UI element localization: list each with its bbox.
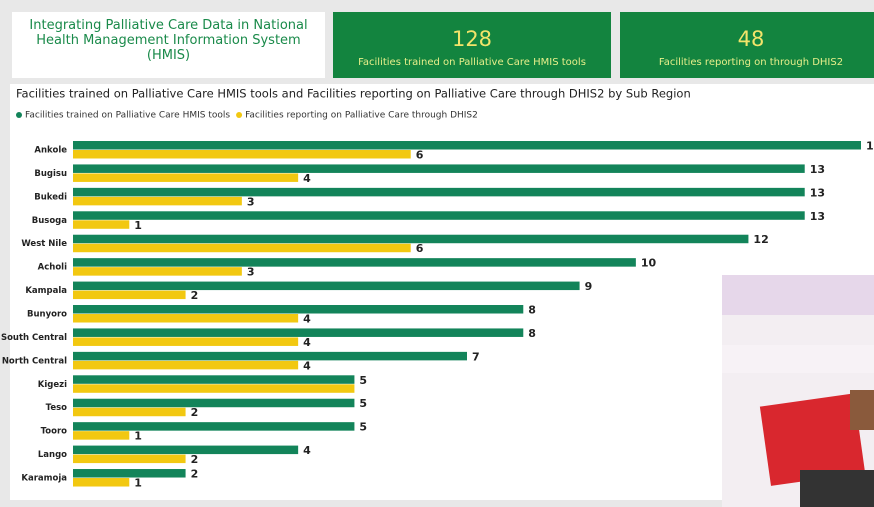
y-tick-label: Kampala	[25, 286, 67, 296]
kpi-value: 128	[451, 27, 493, 51]
data-label: 2	[191, 406, 199, 419]
y-tick-label: Karamoja	[21, 474, 67, 484]
y-tick-label: Bugisu	[34, 169, 67, 179]
bar	[73, 360, 299, 370]
kpi-card: 48 Facilities reporting on through DHIS2	[620, 12, 874, 78]
y-tick-label: Ankole	[34, 146, 67, 156]
bar	[73, 422, 355, 431]
data-label: 4	[303, 444, 311, 457]
data-label: 13	[810, 186, 825, 199]
bar	[73, 243, 411, 253]
y-tick-label: Lango	[38, 450, 67, 460]
bar	[73, 267, 242, 276]
y-tick-label: North Central	[2, 356, 67, 366]
data-label: 6	[416, 149, 424, 162]
data-label: 2	[191, 453, 199, 466]
data-label: 8	[528, 327, 536, 340]
dashboard-title: Integrating Palliative Care Data in Nati…	[29, 18, 308, 63]
bar	[73, 351, 467, 361]
bar	[73, 469, 186, 478]
data-label: 1	[134, 219, 142, 232]
data-label: 4	[303, 336, 311, 349]
data-label: 6	[416, 242, 424, 255]
bar	[73, 141, 861, 150]
bar	[73, 328, 524, 337]
bar	[73, 431, 130, 440]
bar	[73, 407, 186, 417]
data-label: 3	[247, 195, 255, 208]
y-tick-label: West Nile	[21, 239, 67, 249]
bar	[73, 234, 749, 244]
data-label: 3	[247, 266, 255, 279]
bar	[73, 196, 242, 206]
y-tick-label: Bunyoro	[27, 310, 67, 320]
bar	[73, 187, 805, 197]
y-tick-label: Tooro	[41, 427, 68, 437]
data-label: 1	[134, 430, 142, 443]
data-label: 12	[753, 233, 768, 246]
bar	[73, 478, 130, 487]
data-label: 2	[191, 289, 199, 302]
bar	[73, 150, 411, 159]
data-label: 5	[359, 397, 367, 410]
data-label: 4	[303, 313, 311, 326]
bar	[73, 211, 805, 220]
legend-label: Facilities trained on Palliative Care HM…	[25, 111, 230, 121]
y-tick-label: Kigezi	[38, 380, 67, 390]
y-tick-label: Teso	[46, 403, 67, 413]
bar	[73, 375, 355, 384]
bar	[73, 173, 299, 182]
legend-label: Facilities reporting on Palliative Care …	[245, 111, 478, 121]
kpi-value: 48	[737, 27, 765, 51]
data-label: 5	[359, 421, 367, 434]
bar	[73, 337, 299, 346]
y-tick-label: South Central	[1, 333, 67, 343]
data-label: 4	[303, 359, 311, 372]
kpi-label: Facilities reporting on through DHIS2	[658, 57, 844, 68]
data-label: 1	[134, 477, 142, 490]
legend-marker	[236, 112, 243, 118]
bar	[73, 258, 636, 267]
bar	[73, 220, 130, 229]
kpi-card: 128 Facilities trained on Palliative Car…	[333, 12, 611, 78]
title-box: Integrating Palliative Care Data in Nati…	[12, 12, 325, 78]
bar	[73, 164, 805, 173]
bar	[73, 384, 355, 393]
data-label: 2	[191, 468, 199, 481]
data-label: 8	[528, 304, 536, 317]
bar	[73, 281, 580, 291]
kpi-label: Facilities trained on Palliative Care HM…	[358, 57, 586, 68]
y-tick-label: Acholi	[38, 263, 67, 273]
photo	[722, 275, 874, 507]
y-tick-label: Busoga	[32, 216, 68, 226]
bar	[73, 445, 299, 455]
bar	[73, 314, 299, 323]
data-label: 13	[810, 163, 825, 176]
legend-marker	[16, 112, 22, 118]
data-label: 9	[585, 280, 593, 293]
bar	[73, 398, 355, 408]
data-label: 7	[472, 350, 480, 363]
data-label: 13	[810, 210, 825, 223]
data-label: 10	[641, 257, 657, 270]
data-label: 4	[303, 172, 311, 185]
chart-title: Facilities trained on Palliative Care HM…	[16, 87, 691, 101]
data-label: 5	[359, 374, 367, 387]
bar	[73, 290, 186, 300]
bar	[73, 305, 524, 314]
data-label: 14	[866, 140, 874, 153]
y-tick-label: Bukedi	[34, 192, 67, 202]
bar	[73, 454, 186, 464]
